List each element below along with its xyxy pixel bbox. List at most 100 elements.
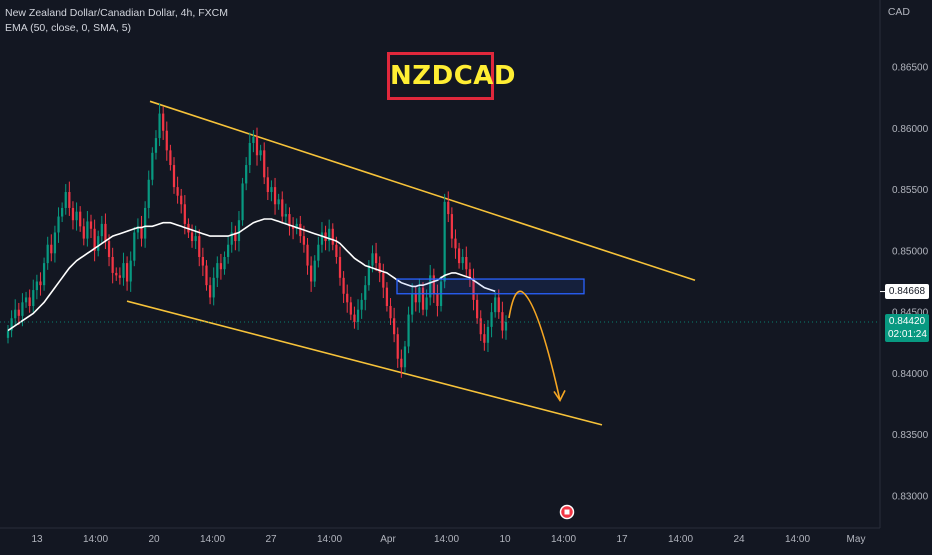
candle: [89, 214, 93, 238]
ema-line: [7, 218, 496, 332]
time-tick-label: 14:00: [668, 534, 693, 545]
time-tick-label: 13: [31, 534, 43, 545]
candle: [504, 315, 508, 340]
time-tick-label: 14:00: [83, 534, 108, 545]
candle-body: [125, 263, 129, 282]
candle-body: [122, 263, 125, 278]
candle: [313, 255, 316, 288]
candle: [190, 224, 194, 248]
drawings[interactable]: [0, 278, 885, 402]
candle-body: [205, 265, 208, 286]
price-tick-label: 0.85000: [892, 246, 929, 257]
current-price-value: 0.84420: [888, 316, 926, 327]
candle: [385, 282, 389, 312]
time-tick-label: 14:00: [434, 534, 459, 545]
candle: [320, 222, 324, 253]
candle: [169, 144, 172, 171]
candle-body: [190, 232, 194, 242]
candle-body: [479, 318, 482, 335]
candle-body: [57, 216, 60, 233]
candle-body: [378, 263, 381, 273]
candle-body: [216, 263, 219, 278]
candle-body: [299, 223, 302, 237]
candle-body: [450, 214, 453, 239]
candle: [172, 157, 176, 194]
candle: [133, 226, 136, 267]
symbol-line[interactable]: New Zealand Dollar/Canadian Dollar, 4h, …: [5, 7, 228, 19]
candle-body: [144, 207, 147, 239]
candle-body: [432, 275, 435, 294]
indicator-line[interactable]: EMA (50, close, 0, SMA, 5): [5, 22, 132, 34]
price-tick-label: 0.84000: [892, 369, 929, 380]
candle: [436, 284, 439, 317]
candle-body: [310, 265, 313, 282]
candle-body: [180, 195, 183, 205]
candle: [447, 191, 450, 223]
candle-body: [97, 236, 100, 251]
price-tick-label: 0.83000: [892, 492, 929, 503]
candle: [17, 302, 20, 326]
candle-body: [75, 211, 78, 221]
price-axis[interactable]: 0.86500 0.86000 0.85500 0.85000 0.84500 0.840…: [892, 63, 929, 503]
symbol-title-box[interactable]: NZDCAD: [387, 52, 515, 100]
candle: [32, 279, 35, 314]
candle: [24, 291, 28, 308]
candle-body: [342, 277, 345, 294]
candle: [111, 247, 114, 284]
time-tick-label: 17: [616, 534, 628, 545]
candle: [82, 218, 85, 246]
candle-body: [284, 214, 287, 217]
candle: [201, 247, 204, 276]
candle-body: [421, 287, 425, 310]
candle-body: [447, 201, 450, 215]
candle: [468, 262, 472, 288]
candle: [241, 177, 244, 226]
candle-body: [6, 330, 10, 338]
candle-body: [248, 142, 251, 166]
candle: [227, 236, 230, 264]
trend-channel[interactable]: [126, 100, 696, 426]
candle: [486, 320, 490, 352]
candle-body: [465, 256, 468, 270]
candle: [277, 193, 280, 210]
candle: [421, 282, 425, 316]
candle-body: [436, 293, 439, 307]
candle-body: [374, 253, 378, 264]
candle: [39, 272, 42, 296]
candle-body: [208, 285, 212, 298]
supply-zone-box: [396, 278, 585, 295]
candle: [237, 211, 241, 252]
candle: [50, 234, 53, 262]
candle: [310, 256, 313, 292]
candle-body: [241, 183, 244, 221]
candle-body: [39, 281, 42, 286]
candle: [432, 268, 435, 303]
candle: [378, 256, 381, 283]
candle-body: [429, 275, 432, 298]
candle: [230, 222, 233, 253]
candle-body: [317, 244, 320, 261]
projection-arrow: [508, 290, 561, 401]
price-tick-label: 0.86000: [892, 124, 929, 135]
candle-body: [353, 314, 356, 322]
event-marker[interactable]: [559, 504, 575, 520]
candle: [411, 283, 414, 323]
candle-body: [490, 312, 493, 327]
candle: [100, 215, 103, 243]
candle: [284, 203, 287, 225]
candle-body: [259, 150, 262, 156]
candle: [291, 217, 295, 240]
time-tick-label: 20: [148, 534, 160, 545]
candle-body: [288, 214, 291, 227]
candle: [483, 323, 486, 351]
price-tick-label: 0.84500: [892, 308, 929, 319]
candle-body: [21, 302, 24, 316]
candle-body: [68, 192, 71, 208]
candle-body: [501, 312, 504, 331]
candle-body: [42, 263, 46, 286]
candle-body: [104, 223, 107, 242]
candle: [400, 349, 403, 378]
time-axis[interactable]: 13 14:00 20 14:00 27 14:00 Apr 14:00 10 14:00 17 14…: [31, 534, 865, 545]
